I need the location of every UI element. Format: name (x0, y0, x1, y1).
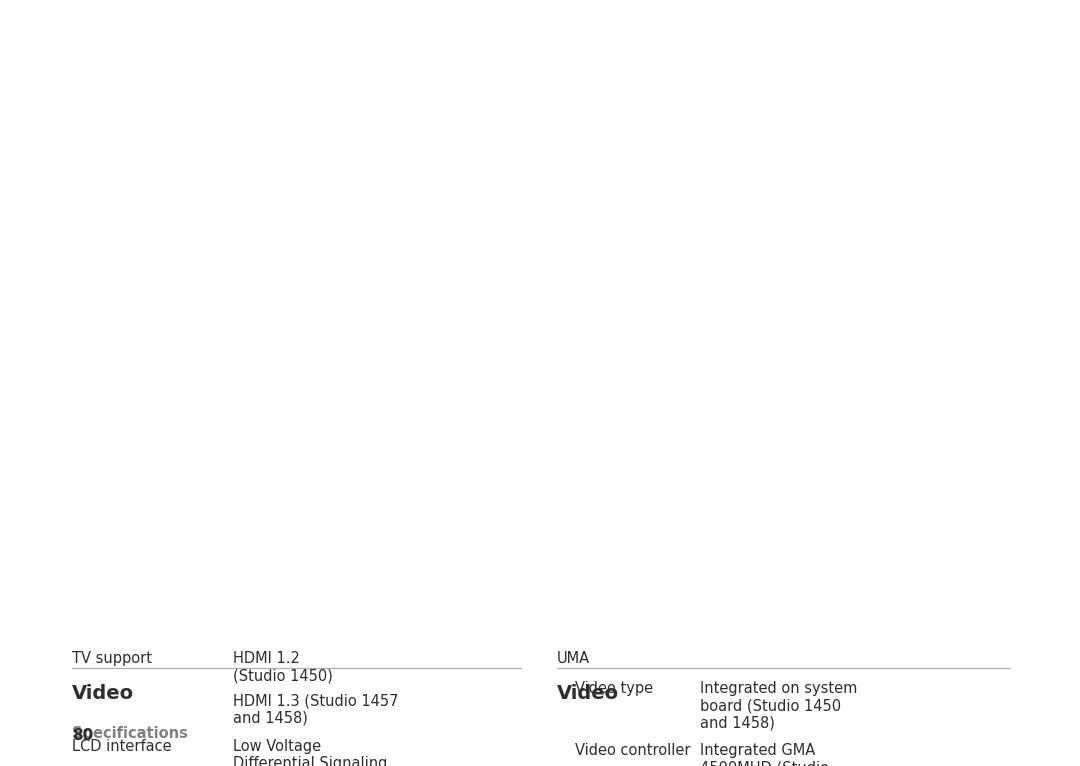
Text: Video: Video (557, 684, 619, 703)
Text: UMA: UMA (557, 651, 590, 666)
Text: Integrated GMA
4500MHD (Studio
1450): Integrated GMA 4500MHD (Studio 1450) (700, 743, 829, 766)
Text: Video controller: Video controller (575, 743, 690, 758)
Text: HDMI 1.2
(Studio 1450): HDMI 1.2 (Studio 1450) (233, 651, 333, 683)
Text: HDMI 1.3 (Studio 1457
and 1458): HDMI 1.3 (Studio 1457 and 1458) (233, 693, 399, 725)
Text: Video: Video (72, 684, 134, 703)
Text: Integrated on system
board (Studio 1450
and 1458): Integrated on system board (Studio 1450 … (700, 681, 858, 731)
Text: Video type: Video type (575, 681, 653, 696)
Text: 80: 80 (72, 728, 93, 743)
Text: Specifications: Specifications (72, 726, 188, 741)
Text: LCD interface: LCD interface (72, 739, 172, 754)
Text: Low Voltage
Differential Signaling
(LVDS): Low Voltage Differential Signaling (LVDS… (233, 739, 388, 766)
Text: TV support: TV support (72, 651, 152, 666)
